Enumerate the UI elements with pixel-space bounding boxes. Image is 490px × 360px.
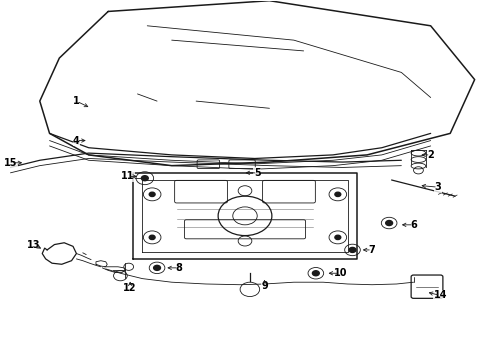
Circle shape bbox=[335, 192, 341, 197]
Circle shape bbox=[349, 247, 356, 252]
Circle shape bbox=[386, 221, 392, 226]
Text: 5: 5 bbox=[254, 168, 261, 178]
Circle shape bbox=[142, 176, 148, 181]
Text: 11: 11 bbox=[121, 171, 134, 181]
Text: 6: 6 bbox=[410, 220, 417, 230]
Text: 12: 12 bbox=[123, 283, 137, 293]
Text: 4: 4 bbox=[73, 136, 80, 145]
Circle shape bbox=[149, 235, 155, 239]
Circle shape bbox=[335, 235, 341, 239]
Circle shape bbox=[149, 192, 155, 197]
Text: 15: 15 bbox=[4, 158, 17, 168]
Text: 7: 7 bbox=[368, 245, 375, 255]
Text: 9: 9 bbox=[261, 281, 268, 291]
Text: 13: 13 bbox=[27, 239, 41, 249]
Text: 1: 1 bbox=[73, 96, 80, 106]
Circle shape bbox=[154, 265, 160, 270]
Text: 8: 8 bbox=[175, 263, 182, 273]
Text: 3: 3 bbox=[435, 182, 441, 192]
Text: 2: 2 bbox=[427, 150, 434, 160]
Text: 14: 14 bbox=[434, 291, 447, 301]
Circle shape bbox=[313, 271, 319, 276]
Text: 10: 10 bbox=[334, 268, 347, 278]
